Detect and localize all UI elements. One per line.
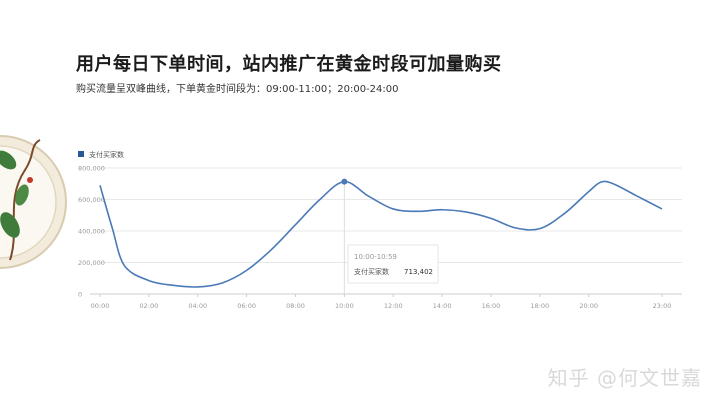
x-tick-label: 20:00 <box>579 302 598 310</box>
legend-swatch <box>78 151 84 157</box>
ornamental-plate-icon <box>0 135 67 269</box>
y-tick-label: 600,000 <box>78 196 105 204</box>
page-title: 用户每日下单时间，站内推广在黄金时段可加量购买 <box>76 54 502 75</box>
tooltip: 10:00-10:59 支付买家数 713,402 <box>347 244 439 284</box>
plate-leaf-3 <box>0 150 17 170</box>
y-axis-ticks: 0 200,000 400,000 600,000 800,000 <box>78 165 105 299</box>
tooltip-box <box>347 244 439 284</box>
y-tick-label: 0 <box>78 291 82 299</box>
watermark: 知乎 @何文世嘉 <box>547 366 702 390</box>
x-tick-label: 18:00 <box>530 302 549 310</box>
plate-berry <box>27 177 33 183</box>
tooltip-time: 10:00-10:59 <box>354 253 397 261</box>
x-axis-ticks: 00:00 02:00 04:00 06:00 08:00 10:00 12:00 14:00… <box>91 294 672 310</box>
y-tick-label: 200,000 <box>78 259 105 267</box>
x-tick-label: 04:00 <box>188 302 207 310</box>
legend-label: 支付买家数 <box>89 150 124 159</box>
series-line-buyers[interactable] <box>99 180 663 288</box>
x-tick-label: 16:00 <box>482 302 501 310</box>
page-subtitle: 购买流量呈双峰曲线，下单黄金时间段为：09:00-11:00；20:00-24:… <box>76 84 399 95</box>
x-tick-label: 08:00 <box>286 302 305 310</box>
x-tick-label: 14:00 <box>433 302 452 310</box>
x-tick-label: 12:00 <box>384 302 403 310</box>
chart-legend[interactable]: 支付买家数 <box>78 150 124 159</box>
x-tick-label: 02:00 <box>140 302 159 310</box>
y-tick-label: 800,000 <box>78 165 105 173</box>
plate-leaf-2 <box>15 184 29 206</box>
x-tick-label: 06:00 <box>237 302 256 310</box>
x-tick-label: 10:00 <box>335 302 354 310</box>
y-tick-label: 400,000 <box>78 228 105 236</box>
tooltip-label: 支付买家数 <box>354 267 389 276</box>
plate-leaf-1 <box>0 212 20 238</box>
highlight-point[interactable] <box>341 178 348 185</box>
x-tick-label: 23:00 <box>653 302 672 310</box>
x-tick-label: 00:00 <box>91 302 110 310</box>
tooltip-value: 713,402 <box>404 268 433 276</box>
